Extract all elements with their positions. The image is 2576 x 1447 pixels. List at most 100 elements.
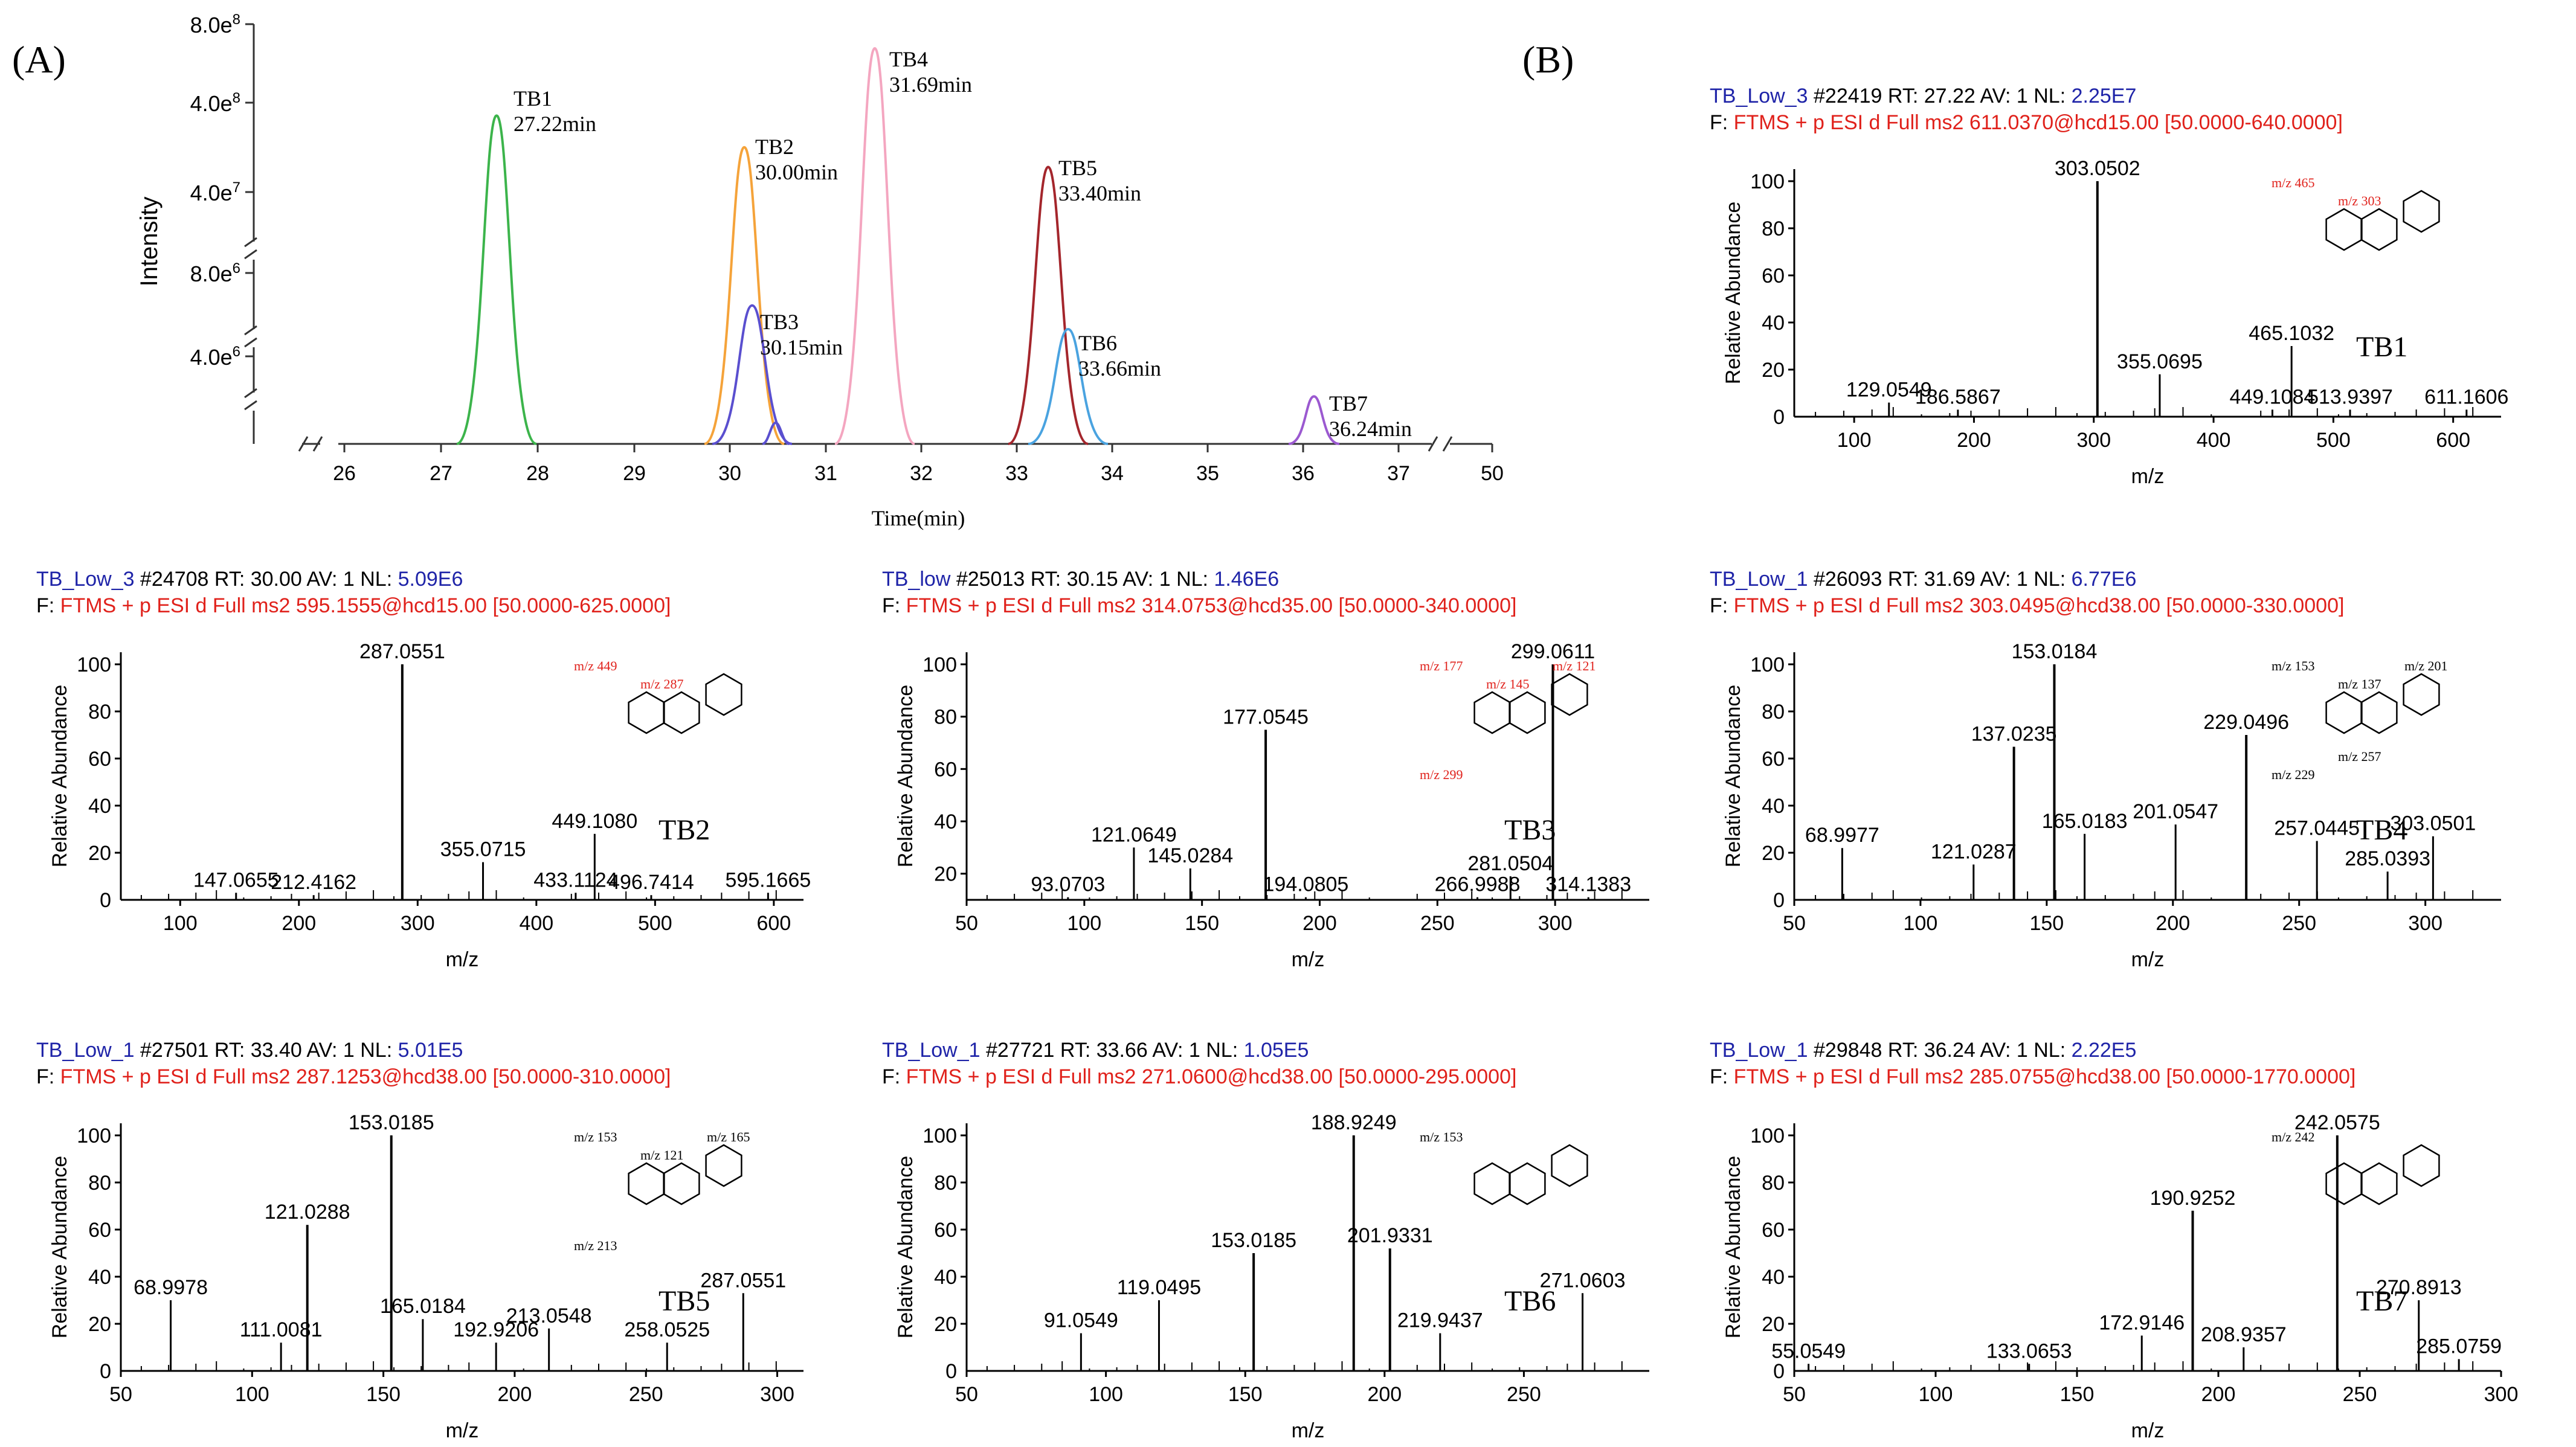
peak-label: 55.0549 — [1771, 1340, 1846, 1362]
spectrum-y-tick-label: 20 — [1762, 842, 1785, 865]
spectrum-x-tick-label: 200 — [1957, 429, 1991, 452]
spectrum-y-title: Relative Abundance — [894, 1156, 917, 1338]
x-tick-label: 37 — [1387, 462, 1410, 485]
spectrum-y-tick-label: 100 — [1750, 170, 1785, 193]
peak-label-tb7: TB7 — [1329, 391, 1368, 415]
structure-icon — [628, 1144, 742, 1205]
fragment-label: m/z 299 — [1420, 767, 1463, 782]
header-rt: RT: 33.40 — [214, 1039, 307, 1062]
spectrum-y-tick-label: 20 — [88, 1313, 111, 1336]
spectrum-y-title: Relative Abundance — [48, 1156, 71, 1338]
spectrum-y-tick-label: 100 — [77, 653, 111, 676]
spectrum-x-tick-label: 400 — [2197, 429, 2231, 452]
spectrum-y-tick-label: 80 — [934, 706, 957, 729]
spectrum-x-title: m/z — [446, 1419, 479, 1442]
peak-trace-tb4 — [834, 47, 915, 445]
spectrum-y-tick-label: 20 — [1762, 359, 1785, 382]
spectrum-x-tick-label: 50 — [1783, 1383, 1806, 1406]
header-file: TB_Low_1 — [1710, 568, 1814, 591]
spectrum-y-tick-label: 60 — [1762, 265, 1785, 287]
peak-label: 611.1606 — [2424, 385, 2508, 408]
spectrum-x-tick-label: 300 — [401, 912, 435, 935]
spectrum-x-tick-label: 150 — [2060, 1383, 2095, 1406]
spectrum-y-tick-label: 100 — [923, 653, 957, 676]
header-scan: #24708 — [140, 568, 214, 591]
spectrum-header: TB_Low_1 #27501 RT: 33.40 AV: 1 NL: 5.01… — [36, 1039, 463, 1062]
y-tick-label: 4.0e8 — [190, 90, 240, 116]
fragment-label: m/z 121 — [1553, 658, 1596, 673]
peak-label: 433.1124 — [533, 868, 617, 891]
peak-label-tb1: TB1 — [514, 86, 552, 111]
header-nl: 2.25E7 — [2072, 85, 2137, 107]
panel-a-label: (A) — [12, 38, 66, 81]
header-scan: #27501 — [140, 1039, 214, 1062]
fragment-label: m/z 303 — [2338, 193, 2381, 208]
fragment-label: m/z 153 — [574, 1129, 617, 1144]
spectrum-x-tick-label: 100 — [1919, 1383, 1953, 1406]
spectrum-x-tick-label: 600 — [757, 912, 791, 935]
spectrum-y-tick-label: 40 — [88, 1266, 111, 1289]
peak-label: 147.0655 — [193, 868, 279, 891]
peak-label: 242.0575 — [2294, 1111, 2380, 1134]
x-axis-break — [298, 436, 323, 452]
spectrum-y-tick-label: 80 — [1762, 1172, 1785, 1195]
spectrum-x-tick-label: 250 — [1420, 912, 1455, 935]
spectrum-x-title: m/z — [1292, 948, 1325, 971]
header-nl: 1.05E5 — [1244, 1039, 1309, 1062]
peak-label: 137.0235 — [1971, 723, 2057, 746]
spectrum-x-tick-label: 250 — [629, 1383, 663, 1406]
spectrum-y-tick-label: 60 — [88, 748, 111, 771]
peak-label: 229.0496 — [2203, 711, 2289, 734]
spectrum-x-tick-label: 50 — [955, 912, 978, 935]
spectrum-x-tick-label: 250 — [2282, 912, 2316, 935]
fragment-label: m/z 137 — [2338, 676, 2381, 691]
fragment-label: m/z 165 — [707, 1129, 750, 1144]
peak-shoulder-tb3 — [762, 421, 790, 445]
x-tick-label: 31 — [814, 462, 837, 485]
peak-label: 213.0548 — [506, 1304, 592, 1327]
fragment-label: m/z 121 — [640, 1147, 684, 1163]
peak-label: 219.9437 — [1397, 1309, 1483, 1332]
y-tick-label: 4.0e7 — [190, 179, 240, 205]
spectrum-y-tick-label: 60 — [1762, 1219, 1785, 1242]
spectrum-y-tick-label: 100 — [923, 1125, 957, 1147]
peak-label: 303.0502 — [2055, 157, 2140, 180]
peak-label: 177.0545 — [1223, 705, 1309, 728]
peak-label: 355.0695 — [2117, 350, 2203, 373]
spectrum-y-tick-label: 0 — [1773, 889, 1785, 912]
panel-b-label: (B) — [1522, 38, 1574, 81]
header-nl-label: NL: — [360, 568, 398, 591]
fragment-label: m/z 213 — [574, 1238, 617, 1253]
peak-label: 208.9357 — [2201, 1323, 2287, 1346]
spectrum-panel-tb5: TB_Low_1 #27501 RT: 33.40 AV: 1 NL: 5.01… — [36, 1039, 803, 1442]
spectrum-y-tick-label: 60 — [1762, 748, 1785, 771]
spectrum-x-tick-label: 200 — [282, 912, 316, 935]
spectrum-y-tick-label: 80 — [1762, 217, 1785, 240]
peak-rt-tb3: 30.15min — [760, 335, 843, 359]
fragment-label: m/z 201 — [2404, 658, 2448, 673]
peak-rt-tb6: 33.66min — [1078, 356, 1161, 380]
header-nl: 5.01E5 — [398, 1039, 463, 1062]
structure-icon — [1473, 673, 1588, 734]
spectrum-x-title: m/z — [2131, 948, 2165, 971]
fragment-label: m/z 177 — [1420, 658, 1463, 673]
peak-label: 303.0501 — [2390, 812, 2476, 835]
spectrum-filter: F: FTMS + p ESI d Full ms2 595.1555@hcd1… — [36, 594, 671, 617]
spectrum-x-tick-label: 100 — [163, 912, 198, 935]
peak-label: 258.0525 — [624, 1318, 710, 1341]
peak-label: 165.0184 — [380, 1295, 466, 1318]
spectrum-filter: F: FTMS + p ESI d Full ms2 314.0753@hcd3… — [882, 594, 1516, 617]
x-tick-label: 28 — [526, 462, 549, 485]
x-tick-label: 50 — [1481, 462, 1504, 485]
spectrum-y-tick-label: 0 — [1773, 406, 1785, 429]
header-av: AV: 1 — [1980, 568, 2033, 591]
peak-label: 119.0495 — [1117, 1276, 1201, 1299]
spectrum-panel-tb3: TB_low #25013 RT: 30.15 AV: 1 NL: 1.46E6… — [882, 568, 1649, 971]
peak-label: 165.0183 — [2042, 810, 2128, 833]
spectrum-y-tick-label: 40 — [934, 1266, 957, 1289]
spectrum-x-tick-label: 300 — [2408, 912, 2442, 935]
spectrum-x-tick-label: 400 — [519, 912, 553, 935]
structure-icon — [2325, 1144, 2440, 1205]
spectrum-y-tick-label: 80 — [88, 1172, 111, 1195]
peak-label: 153.0184 — [2012, 640, 2098, 663]
